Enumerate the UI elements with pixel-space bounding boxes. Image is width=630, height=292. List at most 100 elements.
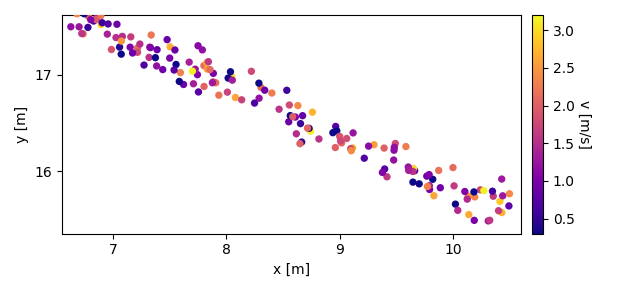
Point: [187, 69, 197, 74]
Point: [435, 185, 445, 190]
Point: [164, 56, 175, 60]
Point: [202, 60, 212, 65]
Point: [290, 115, 301, 119]
Point: [284, 119, 294, 124]
Point: [404, 168, 414, 173]
Point: [132, 50, 142, 55]
Point: [297, 113, 307, 118]
Point: [211, 80, 221, 85]
Point: [389, 145, 399, 150]
Point: [464, 212, 474, 217]
Point: [284, 103, 294, 107]
Point: [246, 69, 256, 74]
Point: [78, 32, 88, 36]
Point: [96, 13, 106, 18]
Point: [175, 79, 185, 84]
Point: [425, 183, 435, 188]
Point: [66, 25, 76, 29]
Point: [348, 131, 358, 135]
Point: [302, 126, 312, 131]
Point: [267, 91, 277, 95]
Point: [460, 189, 470, 194]
Point: [214, 93, 224, 98]
Point: [190, 67, 200, 72]
X-axis label: x [m]: x [m]: [273, 263, 310, 277]
Point: [254, 96, 264, 100]
Point: [152, 64, 162, 68]
Point: [380, 167, 390, 171]
Point: [448, 165, 458, 170]
Point: [429, 193, 439, 198]
Point: [125, 45, 135, 50]
Point: [304, 126, 314, 131]
Point: [146, 33, 156, 37]
Point: [295, 121, 306, 126]
Point: [288, 114, 298, 119]
Point: [205, 67, 215, 72]
Point: [151, 55, 161, 60]
Point: [171, 62, 181, 67]
Point: [410, 168, 420, 173]
Point: [79, 11, 89, 16]
Point: [111, 35, 121, 40]
Point: [389, 148, 399, 153]
Point: [341, 136, 352, 141]
Point: [146, 45, 156, 50]
Point: [152, 47, 162, 52]
Point: [408, 180, 418, 185]
Point: [295, 141, 305, 146]
Point: [274, 107, 284, 112]
Point: [207, 80, 217, 85]
Point: [92, 15, 102, 20]
Point: [135, 42, 145, 46]
Point: [112, 22, 122, 27]
Point: [389, 158, 399, 162]
Point: [237, 98, 247, 102]
Point: [249, 101, 260, 105]
Point: [227, 74, 237, 79]
Point: [463, 194, 473, 199]
Point: [359, 156, 369, 161]
Point: [139, 63, 149, 67]
Point: [144, 55, 154, 60]
Point: [450, 202, 461, 206]
Point: [469, 218, 479, 223]
Point: [493, 208, 503, 213]
Point: [193, 90, 203, 94]
Point: [332, 128, 342, 133]
Point: [364, 144, 374, 149]
Point: [306, 129, 316, 134]
Point: [328, 130, 338, 135]
Point: [96, 22, 106, 27]
Point: [403, 165, 413, 169]
Point: [379, 146, 389, 150]
Point: [498, 194, 508, 198]
Point: [422, 184, 432, 189]
Point: [117, 39, 127, 44]
Point: [127, 51, 137, 55]
Point: [199, 84, 209, 89]
Point: [433, 168, 444, 173]
Point: [222, 90, 232, 95]
Point: [158, 67, 168, 72]
Point: [285, 113, 295, 118]
Point: [97, 20, 107, 25]
Point: [192, 72, 202, 77]
Point: [335, 134, 345, 139]
Point: [314, 137, 324, 141]
Point: [382, 174, 392, 179]
Point: [505, 191, 515, 196]
Point: [89, 19, 99, 23]
Point: [346, 146, 357, 151]
Point: [116, 52, 126, 56]
Point: [293, 103, 303, 108]
Point: [297, 140, 307, 144]
Point: [307, 110, 318, 114]
Point: [184, 60, 194, 65]
Point: [223, 76, 233, 80]
Point: [336, 141, 346, 145]
Point: [74, 25, 84, 29]
Point: [377, 170, 387, 175]
Point: [199, 63, 209, 68]
Point: [260, 88, 270, 93]
